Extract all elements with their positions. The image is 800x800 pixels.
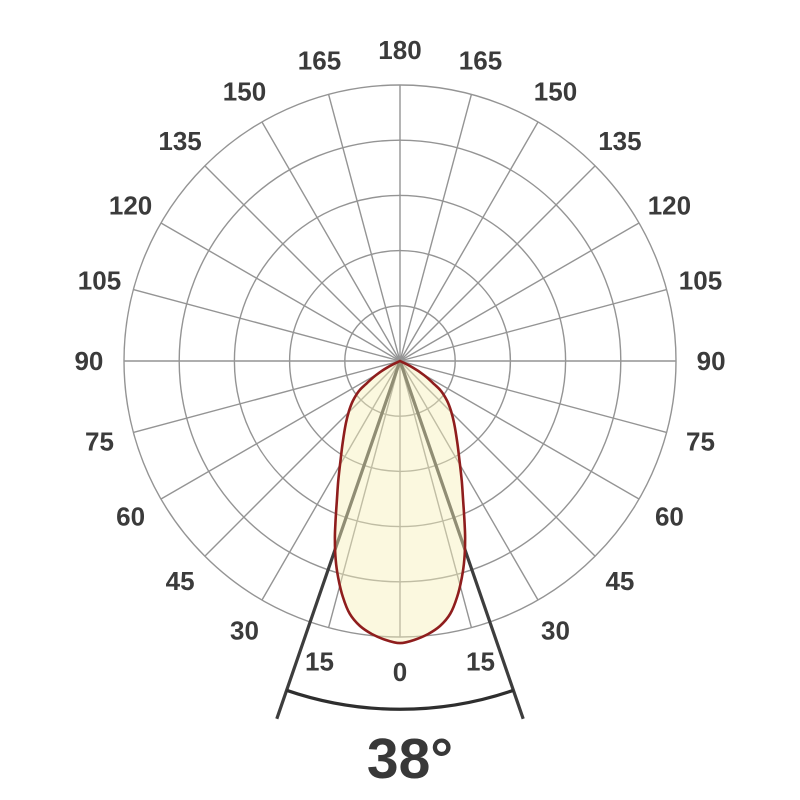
- angle-tick-label: 165: [459, 46, 502, 76]
- beam-half-angle-line: [398, 360, 525, 720]
- grid-radial: [399, 360, 539, 601]
- angle-tick-labels: 0 15 15 30 30 45 45 60 60 75 75 90 90 105 105 120 120 135…: [74, 35, 725, 687]
- angle-tick-label: 15: [466, 647, 495, 677]
- grid-radial: [399, 360, 667, 434]
- angle-tick-label: 180: [378, 35, 421, 65]
- angle-tick-label: 90: [697, 346, 726, 376]
- grid-radial: [204, 360, 401, 557]
- intensity-lobe: [333, 359, 467, 645]
- angle-tick-label: 60: [655, 502, 684, 532]
- grid-radial: [399, 222, 640, 362]
- grid-radial: [399, 288, 667, 362]
- angle-tick-label: 120: [648, 191, 691, 221]
- grid-radial: [133, 288, 401, 362]
- angle-tick-label: 30: [230, 615, 259, 645]
- beam-angle-lines: [275, 360, 525, 720]
- grid-radial: [399, 121, 539, 362]
- angle-tick-label: 135: [598, 126, 641, 156]
- grid-radial: [261, 121, 401, 362]
- beam-half-angle-line: [275, 360, 402, 720]
- angle-tick-label: 0: [393, 657, 407, 687]
- angle-tick-label: 60: [116, 502, 145, 532]
- angle-tick-label: 75: [85, 427, 114, 457]
- grid-radial: [160, 222, 401, 362]
- beam-angle-value: 38°: [367, 727, 453, 791]
- grid-radial: [204, 165, 401, 362]
- angle-tick-label: 90: [74, 346, 103, 376]
- grid-radial: [327, 94, 401, 362]
- polar-grid: [123, 84, 677, 638]
- grid-radial: [261, 360, 401, 601]
- grid-radial: [133, 360, 401, 434]
- beam-angle-arc: [286, 688, 514, 711]
- angle-tick-label: 75: [686, 427, 715, 457]
- angle-tick-label: 105: [78, 266, 121, 296]
- angle-tick-label: 15: [305, 647, 334, 677]
- angle-tick-label: 45: [605, 566, 634, 596]
- grid-radial: [399, 94, 473, 362]
- grid-radial: [160, 360, 401, 500]
- angle-tick-label: 120: [109, 191, 152, 221]
- angle-tick-label: 165: [298, 46, 341, 76]
- angle-tick-label: 135: [158, 126, 201, 156]
- angle-tick-label: 150: [223, 77, 266, 107]
- grid-radial: [399, 165, 596, 362]
- angle-tick-label: 45: [166, 566, 195, 596]
- grid-radial: [399, 360, 640, 500]
- angle-tick-label: 150: [534, 77, 577, 107]
- grid-radial: [399, 360, 596, 557]
- angle-tick-label: 30: [541, 615, 570, 645]
- angle-tick-label: 105: [679, 266, 722, 296]
